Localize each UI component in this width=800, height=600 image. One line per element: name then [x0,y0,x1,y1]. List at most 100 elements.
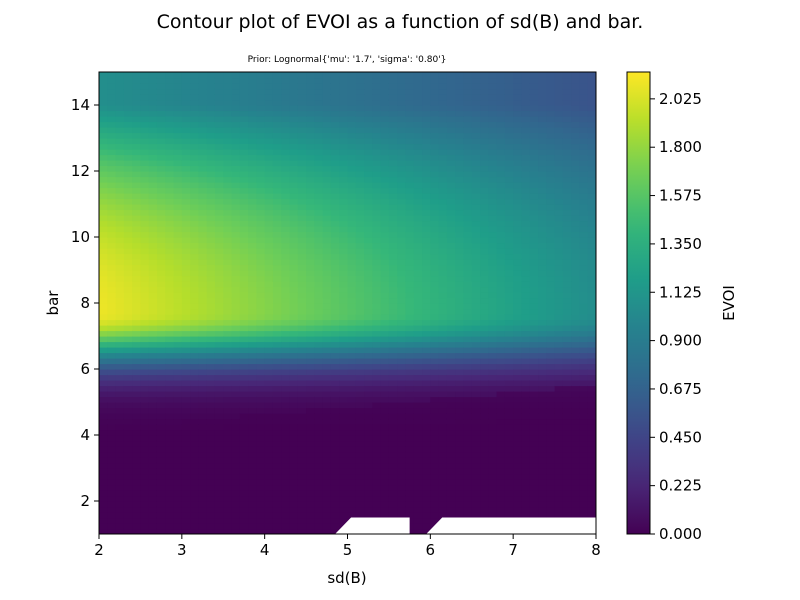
heatmap-cell [289,506,299,513]
heatmap-cell [264,440,274,447]
heatmap-cell [206,88,216,95]
heatmap-cell [107,484,117,491]
heatmap-cell [322,352,332,359]
heatmap-cell [372,462,382,469]
heatmap-cell [264,451,274,458]
heatmap-cell [256,424,266,431]
heatmap-cell [488,462,498,469]
heatmap-cell [529,198,539,205]
heatmap-cell [571,132,581,139]
heatmap-cell [115,303,125,310]
heatmap-cell [140,385,150,392]
heatmap-cell [422,171,431,178]
heatmap-cell [413,264,423,271]
heatmap-cell [231,517,241,524]
heatmap-cell [198,380,208,387]
heatmap-cell [148,479,158,486]
heatmap-cell [140,380,150,387]
heatmap-cell [99,116,108,123]
heatmap-cell [107,363,117,370]
heatmap-cell [264,506,274,513]
heatmap-cell [538,330,547,337]
heatmap-cell [562,253,572,260]
heatmap-cell [422,149,431,156]
heatmap-cell [521,457,531,464]
heatmap-cell [123,440,133,447]
heatmap-cell [330,198,340,205]
heatmap-cell [239,198,249,205]
heatmap-cell [463,429,473,436]
heatmap-cell [107,83,117,90]
heatmap-cell [314,374,324,381]
heatmap-cell [115,176,125,183]
heatmap-cell [388,110,398,117]
heatmap-cell [165,132,175,139]
heatmap-cell [388,407,398,414]
heatmap-cell [397,138,407,145]
heatmap-cell [504,495,514,502]
heatmap-cell [214,479,224,486]
heatmap-cell [529,391,539,398]
heatmap-cell [132,402,142,409]
heatmap-cell [463,297,473,304]
heatmap-cell [364,413,373,420]
heatmap-cell [322,154,332,161]
heatmap-cell [239,116,249,123]
heatmap-cell [231,138,241,145]
heatmap-cell [455,374,465,381]
heatmap-cell [330,121,340,128]
heatmap-cell [190,286,199,293]
heatmap-cell [231,451,241,458]
heatmap-cell [107,160,117,167]
heatmap-cell [355,352,365,359]
heatmap-cell [380,94,390,101]
heatmap-cell [123,193,133,200]
heatmap-cell [322,429,332,436]
heatmap-cell [504,391,514,398]
heatmap-cell [297,237,307,244]
heatmap-cell [198,490,208,497]
heatmap-cell [140,336,150,343]
heatmap-cell [231,88,241,95]
heatmap-cell [214,517,224,524]
heatmap-cell [181,176,191,183]
heatmap-cell [471,215,481,222]
heatmap-cell [339,473,349,480]
heatmap-cell [289,490,299,497]
heatmap-cell [181,193,191,200]
heatmap-cell [504,462,514,469]
heatmap-cell [488,451,498,458]
heatmap-cell [181,132,191,139]
heatmap-cell [239,380,249,387]
heatmap-cell [107,418,117,425]
heatmap-cell [297,429,307,436]
heatmap-cell [496,336,506,343]
heatmap-cell [314,242,324,249]
heatmap-cell [471,325,481,332]
heatmap-cell [521,127,531,134]
heatmap-cell [488,490,498,497]
heatmap-cell [214,132,224,139]
heatmap-cell [364,253,373,260]
heatmap-cell [190,237,199,244]
heatmap-cell [513,451,523,458]
heatmap-cell [422,127,431,134]
heatmap-cell [306,490,315,497]
heatmap-cell [264,325,274,332]
heatmap-cell [99,248,108,255]
heatmap-cell [571,275,581,282]
heatmap-cell [355,374,365,381]
heatmap-cell [206,253,216,260]
heatmap-cell [239,440,249,447]
heatmap-cell [115,501,125,508]
heatmap-cell [148,303,158,310]
heatmap-cell [372,413,382,420]
heatmap-cell [513,407,523,414]
heatmap-cell [231,303,241,310]
heatmap-cell [480,143,489,150]
heatmap-cell [123,110,133,117]
heatmap-cell [206,341,216,348]
heatmap-cell [206,468,216,475]
heatmap-cell [579,237,589,244]
heatmap-cell [173,116,183,123]
